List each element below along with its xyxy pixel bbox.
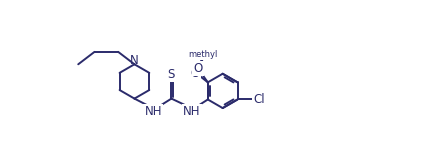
Text: NH: NH — [145, 105, 162, 118]
Text: NH: NH — [183, 105, 200, 118]
Text: S: S — [168, 68, 175, 81]
Text: O: O — [193, 62, 202, 75]
Text: methyl: methyl — [188, 50, 217, 59]
Text: Cl: Cl — [253, 93, 265, 106]
Text: O: O — [190, 67, 200, 80]
Text: N: N — [130, 54, 139, 67]
